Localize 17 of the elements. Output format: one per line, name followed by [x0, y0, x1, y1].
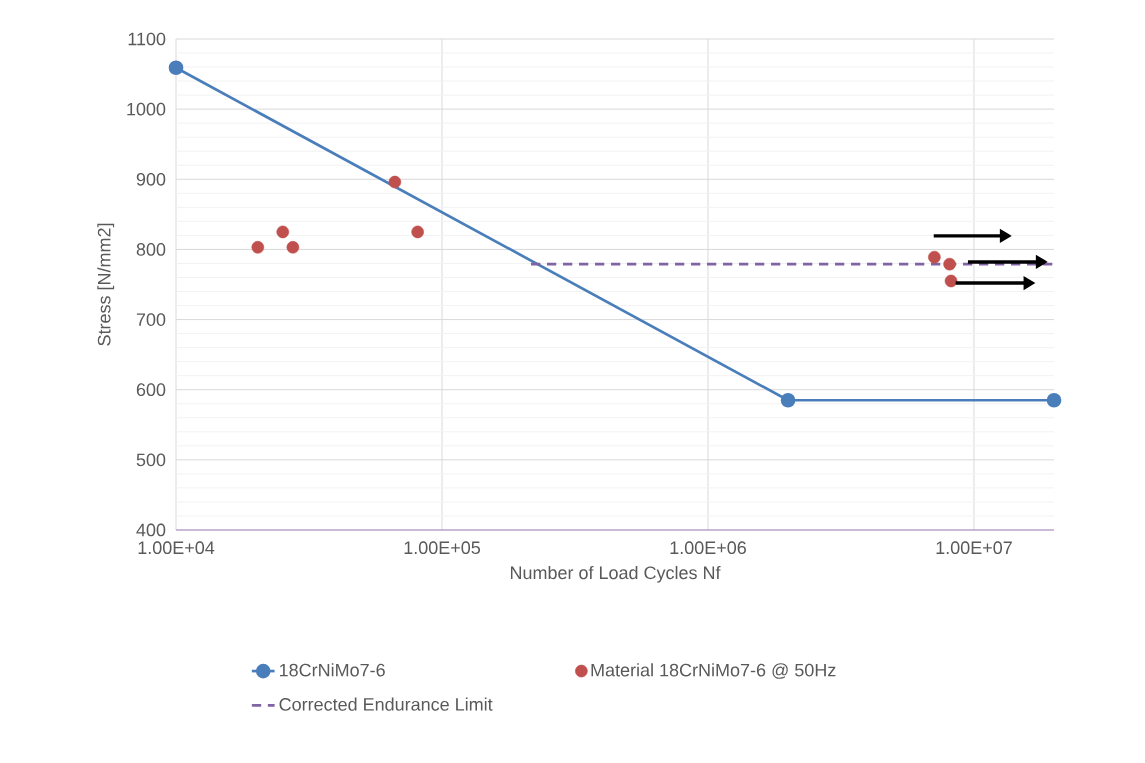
- x-tick-label: 1.00E+05: [404, 541, 481, 555]
- y-tick-label: 400: [136, 523, 166, 537]
- y-tick-label: 500: [136, 453, 166, 467]
- y-tick-label: 800: [136, 243, 166, 256]
- legend-label: Material 18CrNiMo7-6 @ 50Hz: [591, 663, 836, 679]
- legend-label: 18CrNiMo7-6: [279, 663, 385, 677]
- y-tick-label: 600: [136, 383, 166, 397]
- x-tick-label: 1.00E+06: [670, 541, 746, 555]
- y-tick-label: 1000: [127, 102, 166, 116]
- x-tick-label: 1.00E+07: [936, 541, 1012, 555]
- y-tick-label: 900: [136, 172, 166, 186]
- y-tick-label: 1100: [128, 32, 166, 46]
- x-axis-title: Number of Load Cycles Nf: [510, 565, 721, 583]
- y-tick-label: 700: [136, 313, 166, 326]
- legend-label: Corrected Endurance Limit: [279, 697, 493, 711]
- y-axis-title: Stress [N/mm2]: [97, 223, 115, 346]
- x-tick-label: 1.00E+04: [138, 541, 215, 555]
